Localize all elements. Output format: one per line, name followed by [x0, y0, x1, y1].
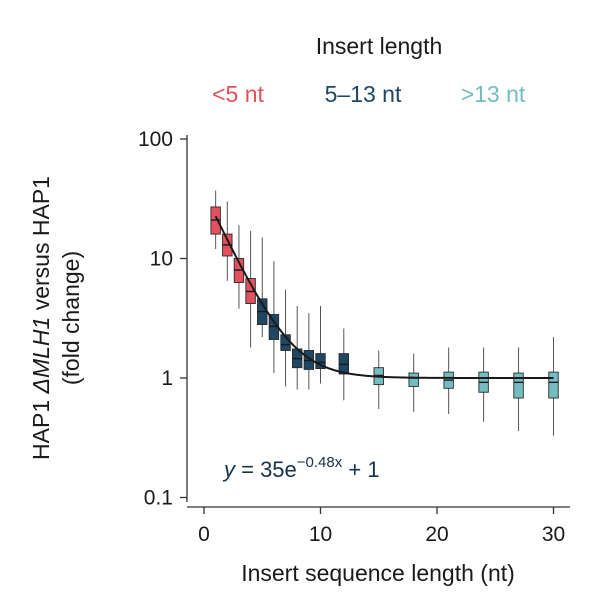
- y-tick-label: 1: [161, 367, 173, 390]
- x-tick-label: 20: [425, 523, 448, 546]
- y-axis-label-line1: HAP1 ΔMLH1 versus HAP1: [28, 176, 54, 460]
- fit-equation: y = 35e−0.48x + 1: [222, 454, 380, 482]
- equation-lhs: y: [222, 457, 237, 482]
- box-iqr: [408, 372, 419, 387]
- y-tick-label: 10: [150, 248, 173, 271]
- y-axis-label-prefix: HAP1: [28, 393, 54, 459]
- fit-curve: [214, 215, 554, 379]
- y-axis-label-gene: ΔMLH1: [28, 317, 54, 395]
- equation-exp: −0.48x: [297, 454, 343, 471]
- x-tick-label: 10: [309, 523, 332, 546]
- x-tick-label: 0: [198, 523, 210, 546]
- box-iqr: [548, 371, 559, 399]
- legend-entry-mid: 5–13 nt: [325, 81, 402, 107]
- box-long-x27: [513, 347, 524, 432]
- x-axis-label: Insert sequence length (nt): [241, 560, 515, 586]
- box-long-x18: [408, 353, 419, 412]
- box-iqr: [513, 372, 524, 399]
- box-mid-x12: [338, 328, 349, 401]
- legend-entry-long: >13 nt: [461, 81, 526, 107]
- box-long-x30: [548, 337, 559, 436]
- y-tick-label: 0.1: [144, 487, 173, 510]
- box-long-x15: [373, 350, 384, 410]
- y-axis-label-line2: (fold change): [58, 251, 84, 385]
- box-short-x3: [233, 225, 245, 309]
- legend-title: Insert length: [316, 33, 443, 59]
- box-mid-x5: [257, 237, 268, 338]
- box-plots: [210, 190, 559, 436]
- box-short-x1: [210, 190, 221, 250]
- box-mid-x10: [315, 306, 326, 384]
- x-tick-label: 30: [542, 523, 565, 546]
- y-tick-label: 100: [138, 128, 173, 151]
- equation-eq: = 35e: [235, 457, 297, 482]
- box-iqr: [315, 353, 326, 369]
- box-long-x21: [443, 347, 454, 414]
- box-long-x24: [478, 347, 489, 422]
- y-axis-label-suffix: versus HAP1: [28, 176, 54, 317]
- legend-entry-short: <5 nt: [212, 81, 264, 107]
- y-ticks: 0.1 1 10 100: [138, 128, 187, 510]
- box-mid-x9: [303, 312, 315, 390]
- x-ticks: 0 10 20 30: [198, 507, 565, 546]
- equation-rhs: + 1: [342, 457, 379, 482]
